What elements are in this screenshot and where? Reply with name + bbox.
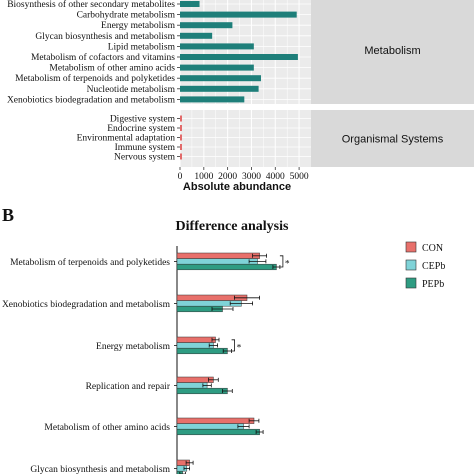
category-label: Xenobiotics biodegradation and metabolis…: [2, 300, 171, 310]
data-bar: [180, 1, 200, 7]
data-bar: [176, 336, 216, 343]
legend-swatch: [405, 259, 417, 271]
data-bar: [176, 342, 214, 349]
category-label: Metabolism of terpenoids and polyketides: [10, 257, 170, 268]
category-label: Digestive system: [110, 115, 176, 125]
panel-background: [180, 110, 311, 167]
data-bar: [176, 263, 277, 271]
x-tick-label: 1000: [194, 172, 213, 182]
legend-label: CEPb: [422, 261, 445, 272]
data-bar: [176, 376, 214, 383]
data-bar: [176, 423, 244, 430]
significance-bracket: [279, 255, 284, 268]
x-tick-label: 3000: [242, 172, 261, 182]
significance-marker: *: [237, 343, 242, 353]
data-bar: [180, 153, 182, 160]
category-label: Metabolism of other amino acids: [49, 63, 175, 74]
category-label: Endocrine system: [107, 124, 175, 134]
data-bar: [180, 64, 254, 71]
x-axis-label: Absolute abundance: [183, 181, 291, 193]
category-label: Carbohydrate metabolism: [77, 11, 176, 21]
category-label: Metabolism of terpenoids and polyketides: [15, 73, 175, 84]
facet-strip: [311, 110, 474, 167]
data-bar: [176, 347, 228, 355]
category-label: Environmental adaptation: [77, 134, 176, 144]
data-bar: [180, 85, 259, 92]
data-bar: [180, 54, 298, 60]
category-label: Lipid metabolism: [108, 42, 176, 52]
category-label: Energy metabolism: [101, 21, 176, 31]
legend-swatch: [405, 241, 417, 253]
data-bar: [180, 134, 182, 141]
data-bar: [180, 43, 254, 50]
data-bar: [180, 75, 261, 82]
data-bar: [176, 417, 255, 424]
category-label: Metabolism of other amino acids: [44, 422, 170, 433]
chart-title: Difference analysis: [176, 219, 289, 234]
facet-strip-label: Organismal Systems: [342, 134, 444, 146]
facet-strip-label: Metabolism: [364, 45, 420, 57]
x-tick-label: 4000: [266, 172, 285, 182]
legend-label: CON: [422, 243, 443, 254]
category-label: Glycan biosynthesis and metabolism: [35, 32, 175, 42]
data-bar: [176, 428, 260, 436]
data-bar: [176, 258, 258, 265]
panel-label-b: B: [2, 205, 14, 225]
significance-bracket: [231, 339, 236, 352]
category-label: Energy metabolism: [96, 342, 171, 352]
category-label: Xenobiotics biodegradation and metabolis…: [7, 95, 176, 105]
x-tick-label: 5000: [290, 172, 309, 182]
data-bar: [176, 252, 260, 259]
data-bar: [180, 32, 213, 39]
x-tick-label: 2000: [218, 172, 237, 182]
data-bar: [176, 387, 228, 395]
category-label: Metabolism of cofactors and vitamins: [31, 52, 175, 63]
category-label: Immune system: [115, 143, 176, 153]
x-tick-label: 0: [178, 172, 183, 182]
legend-swatch: [405, 277, 417, 289]
data-bar: [180, 11, 297, 18]
category-label: Biosynthesis of other secondary metaboli…: [7, 0, 175, 10]
data-bar: [180, 144, 182, 150]
data-bar: [180, 115, 182, 122]
data-bar: [180, 22, 233, 29]
data-bar: [180, 96, 245, 103]
category-label: Nervous system: [114, 153, 176, 163]
significance-marker: *: [285, 259, 290, 269]
facet-strip: [311, 0, 474, 104]
data-bar: [180, 125, 182, 131]
category-label: Replication and repair: [86, 382, 171, 392]
legend-label: PEPb: [422, 279, 444, 290]
category-label: Nucleotide metabolism: [87, 85, 176, 95]
category-label: Glycan biosynthesis and metabolism: [30, 465, 170, 474]
